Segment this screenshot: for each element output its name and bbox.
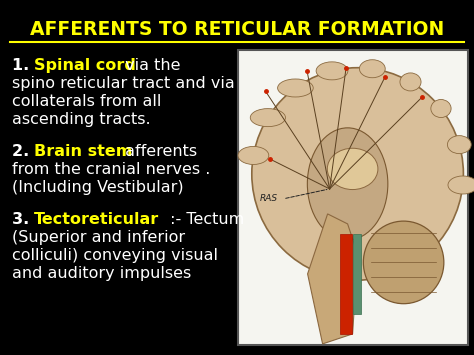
Text: collaterals from all: collaterals from all [12,94,161,109]
Ellipse shape [431,99,451,118]
Text: 3.: 3. [12,212,35,227]
Ellipse shape [307,128,388,240]
Ellipse shape [250,109,285,127]
Text: Spinal cord: Spinal cord [34,58,136,73]
Ellipse shape [238,147,269,164]
Bar [339,234,352,334]
Text: AFFERENTS TO RETICULAR FORMATION: AFFERENTS TO RETICULAR FORMATION [30,20,444,39]
Text: from the cranial nerves .: from the cranial nerves . [12,162,210,177]
Text: Brain stem: Brain stem [34,144,132,159]
Polygon shape [308,214,357,344]
Ellipse shape [328,148,378,190]
Bar [353,234,361,314]
Ellipse shape [448,176,474,194]
Text: colliculi) conveying visual: colliculi) conveying visual [12,248,218,263]
Ellipse shape [400,73,421,91]
Text: (Superior and inferior: (Superior and inferior [12,230,185,245]
Text: ascending tracts.: ascending tracts. [12,112,151,127]
Text: :- Tectum: :- Tectum [165,212,244,227]
Text: spino reticular tract and via: spino reticular tract and via [12,76,235,91]
Text: 1.: 1. [12,58,35,73]
Text: 2.: 2. [12,144,35,159]
Text: Tectoreticular: Tectoreticular [34,212,159,227]
Text: (Including Vestibular): (Including Vestibular) [12,180,183,195]
Ellipse shape [316,62,348,80]
Ellipse shape [252,68,464,280]
Text: RAS: RAS [260,195,278,203]
Bar [238,50,468,345]
Text: via the: via the [120,58,181,73]
Ellipse shape [359,60,385,78]
Text: and auditory impulses: and auditory impulses [12,266,191,281]
Ellipse shape [447,136,471,154]
Text: afferents: afferents [120,144,197,159]
Ellipse shape [364,221,444,304]
Ellipse shape [278,79,313,97]
